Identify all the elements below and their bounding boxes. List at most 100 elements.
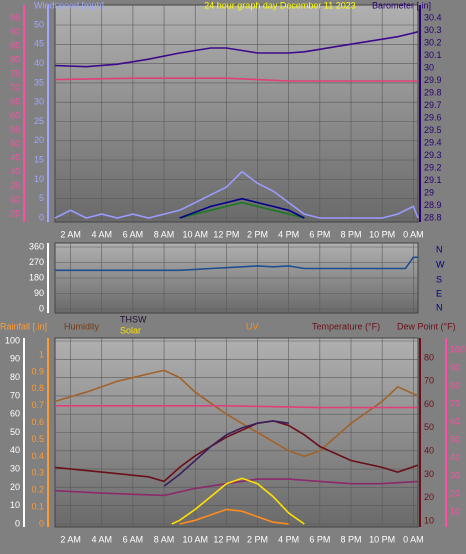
series-line <box>179 197 305 219</box>
y-tick-label: 60 <box>424 399 434 409</box>
y-tick-label: 100 <box>5 335 20 345</box>
y-tick-label: 30.1 <box>424 50 442 60</box>
y-tick-label: 30.2 <box>424 37 442 47</box>
direction-label: W <box>436 259 445 269</box>
y-tick-label: 0.6 <box>31 417 44 427</box>
y-tick-label: 29.5 <box>424 125 442 135</box>
y-tick-label: 80 <box>450 380 460 390</box>
y-tick-label: 30 <box>450 470 460 480</box>
y-tick-label: 50 <box>34 19 44 29</box>
legend-label: Rainfall [.in] <box>0 321 47 331</box>
axis-label: Barometer [.in] <box>372 0 431 10</box>
x-tick-label: 6 PM <box>309 534 330 544</box>
x-tick-label: 10 PM <box>369 229 395 239</box>
y-tick-label: 0 <box>15 518 20 528</box>
y-tick-label: 29.4 <box>424 137 442 147</box>
y-tick-label: 0 <box>39 212 44 222</box>
x-tick-label: 6 AM <box>123 534 144 544</box>
y-tick-label: 85 <box>10 40 20 50</box>
y-tick-label: 0.1 <box>31 501 44 511</box>
y-tick-label: 25 <box>34 116 44 126</box>
legend-label: THSW <box>120 314 147 324</box>
y-tick-label: 0 <box>39 303 44 313</box>
y-tick-label: 60 <box>10 110 20 120</box>
x-tick-label: 10 AM <box>182 534 208 544</box>
y-tick-label: 29.6 <box>424 112 442 122</box>
series-line <box>54 170 419 219</box>
y-tick-label: 35 <box>34 77 44 87</box>
y-tick-label: 0.9 <box>31 366 44 376</box>
y-tick-label: 20 <box>10 482 20 492</box>
y-tick-label: 360 <box>29 241 44 251</box>
direction-label: E <box>436 288 442 298</box>
y-tick-label: 5 <box>39 193 44 203</box>
x-tick-label: 8 PM <box>341 229 362 239</box>
y-tick-label: 60 <box>10 409 20 419</box>
axis-label: Windspeed [mph] <box>34 0 104 10</box>
y-tick-label: 30 <box>424 469 434 479</box>
y-tick-label: 25 <box>10 208 20 218</box>
x-tick-label: 0 AM <box>403 534 424 544</box>
y-tick-label: 45 <box>34 39 44 49</box>
y-tick-label: 40 <box>450 452 460 462</box>
y-tick-label: 10 <box>10 500 20 510</box>
y-tick-label: 29.9 <box>424 75 442 85</box>
y-tick-label: 70 <box>450 398 460 408</box>
y-tick-label: 30 <box>10 194 20 204</box>
direction-label: S <box>436 274 442 284</box>
direction-label: N <box>436 244 443 254</box>
y-tick-label: 29.2 <box>424 162 442 172</box>
legend-label: UV <box>246 321 259 331</box>
x-tick-label: 2 PM <box>247 534 268 544</box>
series-line <box>54 30 419 68</box>
y-tick-label: 10 <box>450 506 460 516</box>
y-tick-label: 65 <box>10 96 20 106</box>
plot-area <box>54 4 419 223</box>
legend-label: Temperature (°F) <box>312 321 380 331</box>
y-tick-label: 40 <box>10 445 20 455</box>
y-tick-label: 30 <box>10 463 20 473</box>
y-tick-label: 0.2 <box>31 485 44 495</box>
series-line <box>54 478 419 497</box>
x-tick-label: 4 PM <box>278 229 299 239</box>
y-tick-label: 100 <box>450 344 465 354</box>
y-tick-label: 30.4 <box>424 12 442 22</box>
series-line <box>54 77 418 82</box>
y-tick-label: 50 <box>10 427 20 437</box>
y-tick-label: 180 <box>29 272 44 282</box>
x-tick-label: 4 PM <box>278 534 299 544</box>
y-tick-label: 70 <box>10 82 20 92</box>
y-tick-label: 70 <box>10 390 20 400</box>
x-tick-label: 12 PM <box>213 229 239 239</box>
series-line <box>55 256 418 272</box>
series-line <box>179 201 305 219</box>
series-line <box>179 508 289 525</box>
y-tick-label: 30.3 <box>424 25 442 35</box>
x-tick-label: 2 PM <box>247 229 268 239</box>
y-tick-label: 40 <box>34 58 44 68</box>
y-tick-label: 70 <box>424 376 434 386</box>
series-line <box>163 420 289 487</box>
y-tick-label: 30 <box>34 97 44 107</box>
y-tick-label: 270 <box>29 257 44 267</box>
y-tick-label: 29.8 <box>424 87 442 97</box>
series-line <box>171 477 305 525</box>
y-tick-label: 45 <box>10 152 20 162</box>
y-tick-label: 0.8 <box>31 383 44 393</box>
y-tick-label: 90 <box>34 288 44 298</box>
y-tick-label: 0.7 <box>31 400 44 410</box>
y-tick-label: 29 <box>424 187 434 197</box>
x-tick-label: 12 PM <box>213 534 239 544</box>
x-tick-label: 10 AM <box>182 229 208 239</box>
x-tick-label: 2 AM <box>60 534 81 544</box>
y-tick-label: 1 <box>39 349 44 359</box>
y-tick-label: 95 <box>10 12 20 22</box>
y-tick-label: 40 <box>10 166 20 176</box>
legend-label: Dew Point (°F) <box>397 321 456 331</box>
y-tick-label: 0 <box>39 518 44 528</box>
x-tick-label: 4 AM <box>91 229 112 239</box>
x-tick-label: 6 AM <box>123 229 144 239</box>
y-tick-label: 90 <box>10 26 20 36</box>
y-tick-label: 10 <box>34 174 44 184</box>
y-tick-label: 35 <box>10 180 20 190</box>
